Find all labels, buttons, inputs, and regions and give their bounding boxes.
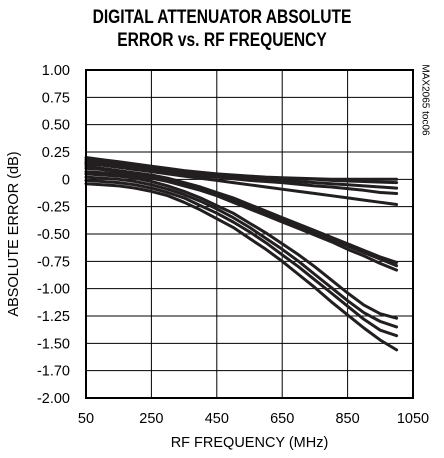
y-tick-label: -1.25: [37, 309, 70, 325]
x-tick-label: 450: [205, 411, 229, 427]
x-axis-label: RF FREQUENCY (MHz): [171, 435, 329, 451]
x-tick-labels: 50 250 450 650 850 1050: [78, 411, 429, 427]
y-tick-label: 0.25: [42, 145, 70, 161]
series-line-7: [84, 166, 399, 268]
x-tick-label: 650: [270, 411, 294, 427]
series-line-12: [84, 182, 399, 352]
y-tick-label: -0.75: [37, 254, 70, 270]
chart-title-line-1: DIGITAL ATTENUATOR ABSOLUTE: [92, 7, 352, 28]
y-tick-label: -1.00: [37, 282, 70, 298]
y-tick-label: 0: [62, 172, 70, 188]
series-line-8: [84, 170, 399, 272]
series-lines: [84, 156, 399, 352]
y-tick-label: -2.00: [37, 391, 70, 407]
x-tick-label: 250: [139, 411, 163, 427]
chart-title: DIGITAL ATTENUATOR ABSOLUTE ERROR vs. RF…: [40, 6, 404, 52]
plot-frame: [85, 69, 414, 399]
y-tick-labels: 1.00 0.75 0.50 0.25 0 -0.25 -0.50 -0.75 -1.00 -1.…: [37, 63, 70, 407]
y-tick-label: 0.50: [42, 118, 70, 134]
chart-title-line-2: ERROR vs. RF FREQUENCY: [117, 30, 327, 51]
y-tick-label: -0.50: [37, 227, 70, 243]
series-line-3: [84, 160, 399, 190]
series-line-5: [84, 161, 399, 206]
x-tick-label: 50: [78, 411, 94, 427]
y-tick-label: 1.00: [42, 63, 70, 79]
series-line-9: [84, 172, 399, 320]
x-tick-label: 850: [335, 411, 359, 427]
series-line-10: [84, 175, 399, 329]
y-tick-label: 0.75: [42, 90, 70, 106]
grid-lines: [85, 69, 414, 399]
series-line-11: [84, 178, 399, 338]
figure-code-annotation: MAX2065 toc06: [419, 64, 430, 136]
y-tick-label: -0.25: [37, 200, 70, 216]
x-tick-label: 1050: [397, 411, 429, 427]
y-tick-label: -1.70: [37, 364, 70, 380]
y-axis-label: ABSOLUTE ERROR (dB): [6, 151, 22, 316]
y-tick-label: -1.50: [37, 336, 70, 352]
